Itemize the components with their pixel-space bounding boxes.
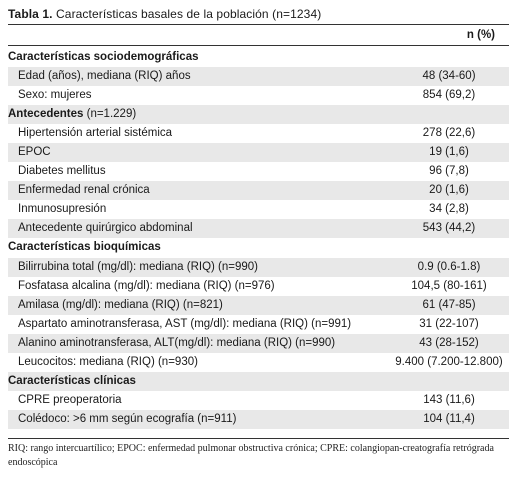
table-row: Inmunosupresión 34 (2,8) bbox=[8, 200, 509, 219]
table-row: Diabetes mellitus 96 (7,8) bbox=[8, 162, 509, 181]
row-label: Enfermedad renal crónica bbox=[18, 181, 150, 200]
label-text: Antecedente quirúrgico abdominal bbox=[18, 222, 193, 235]
row-value: 43 (28-152) bbox=[419, 336, 479, 349]
row-value: 31 (22-107) bbox=[419, 317, 479, 330]
table-row: Bilirrubina total (mg/dl): mediana (RIQ)… bbox=[8, 257, 509, 277]
table-row: Leucocitos: mediana (RIQ) (n=930) 9.400 (… bbox=[8, 353, 509, 372]
row-value: 20 (1,6) bbox=[429, 184, 469, 197]
section-header-row: Antecedentes (n=1.229) bbox=[8, 105, 509, 125]
table-row: Enfermedad renal crónica 20 (1,6) bbox=[8, 181, 509, 201]
row-value: 61 (47-85) bbox=[422, 298, 476, 311]
row-value: 104,5 (80-161) bbox=[411, 279, 487, 292]
section-header-row: Características clínicas bbox=[8, 371, 509, 391]
label-text: Aspartato aminotransferasa, AST (mg/dl):… bbox=[18, 317, 352, 330]
table-row: Aspartato aminotransferasa, AST (mg/dl):… bbox=[8, 315, 509, 334]
table-row: Hipertensión arterial sistémica 278 (22,6… bbox=[8, 124, 509, 143]
row-value: 96 (7,8) bbox=[429, 165, 469, 178]
table-row: Amilasa (mg/dl): mediana (RIQ) (n=821) 61… bbox=[8, 295, 509, 315]
row-label: Aspartato aminotransferasa, AST (mg/dl):… bbox=[18, 315, 351, 334]
table-footnote: RIQ: rango intercuartílico; EPOC: enferm… bbox=[8, 443, 494, 468]
table-number: Tabla 1. bbox=[8, 7, 53, 21]
row-value: 143 (11,6) bbox=[423, 393, 475, 406]
row-value: 104 (11,4) bbox=[423, 412, 475, 425]
section-header-row: Características bioquímicas bbox=[8, 238, 509, 257]
bottom-rule bbox=[8, 438, 509, 439]
label-text: Colédoco: >6 mm según ecografía (n=911) bbox=[18, 412, 237, 425]
label-text: EPOC bbox=[18, 146, 51, 159]
label-text: Diabetes mellitus bbox=[18, 165, 106, 178]
section-sublabel: (n=1.229) bbox=[83, 108, 137, 121]
label-text: Antecedentes bbox=[8, 108, 84, 121]
table-row: Alanino aminotransferasa, ALT(mg/dl): me… bbox=[8, 333, 509, 353]
table-row: Sexo: mujeres 854 (69,2) bbox=[8, 86, 509, 105]
row-label: Edad (años), mediana (RIQ) años bbox=[18, 67, 191, 86]
label-text: Características clínicas bbox=[8, 374, 136, 387]
row-label: Bilirrubina total (mg/dl): mediana (RIQ)… bbox=[18, 258, 258, 277]
row-label: Amilasa (mg/dl): mediana (RIQ) (n=821) bbox=[18, 296, 223, 315]
top-rule bbox=[8, 24, 509, 25]
table-caption: Características basales de la población … bbox=[52, 7, 322, 21]
table-row: Antecedente quirúrgico abdominal 543 (44,… bbox=[8, 219, 509, 239]
row-label: Fosfatasa alcalina (mg/dl): mediana (RIQ… bbox=[18, 277, 275, 296]
row-label: Colédoco: >6 mm según ecografía (n=911) bbox=[18, 410, 236, 429]
column-header: n (%) bbox=[466, 29, 495, 41]
row-label: Inmunosupresión bbox=[18, 200, 106, 219]
section-label: Antecedentes (n=1.229) bbox=[8, 105, 136, 124]
section-header-row: Características sociodemográficas bbox=[8, 48, 509, 67]
table-row: EPOC 19 (1,6) bbox=[8, 143, 509, 163]
table-row: CPRE preoperatoria 143 (11,6) bbox=[8, 391, 509, 410]
row-value: 48 (34-60) bbox=[422, 70, 476, 83]
row-value: 9.400 (7.200-12.800) bbox=[395, 355, 503, 368]
label-text: Fosfatasa alcalina (mg/dl): mediana (RIQ… bbox=[18, 279, 275, 292]
label-text: Características bioquímicas bbox=[8, 241, 161, 254]
row-value: 0.9 (0.6-1.8) bbox=[417, 260, 481, 273]
label-text: Sexo: mujeres bbox=[18, 89, 92, 102]
header-rule bbox=[8, 45, 509, 46]
row-label: Alanino aminotransferasa, ALT(mg/dl): me… bbox=[18, 334, 335, 353]
table-body: Características sociodemográficas Edad (a… bbox=[8, 48, 509, 429]
label-text: Hipertensión arterial sistémica bbox=[18, 127, 173, 140]
table-row: Colédoco: >6 mm según ecografía (n=911) 1… bbox=[8, 409, 509, 429]
section-label: Características clínicas bbox=[8, 372, 136, 391]
table-title: Tabla 1. Características basales de la p… bbox=[8, 7, 321, 21]
section-label: Características sociodemográficas bbox=[8, 48, 198, 67]
row-label: EPOC bbox=[18, 143, 51, 162]
label-text: CPRE preoperatoria bbox=[18, 393, 122, 406]
row-label: Diabetes mellitus bbox=[18, 162, 106, 181]
row-label: Antecedente quirúrgico abdominal bbox=[18, 219, 193, 238]
row-value: 278 (22,6) bbox=[422, 127, 476, 140]
row-value: 34 (2,8) bbox=[429, 203, 469, 216]
row-label: Hipertensión arterial sistémica bbox=[18, 124, 172, 143]
row-value: 543 (44,2) bbox=[422, 222, 476, 235]
row-label: Leucocitos: mediana (RIQ) (n=930) bbox=[18, 353, 198, 372]
row-label: CPRE preoperatoria bbox=[18, 391, 122, 410]
label-text: Amilasa (mg/dl): mediana (RIQ) (n=821) bbox=[18, 298, 223, 311]
row-value: 19 (1,6) bbox=[429, 146, 469, 159]
row-value: 854 (69,2) bbox=[422, 89, 476, 102]
table-row: Fosfatasa alcalina (mg/dl): mediana (RIQ… bbox=[8, 277, 509, 296]
label-text: Edad (años), mediana (RIQ) años bbox=[18, 70, 191, 83]
label-text: Características sociodemográficas bbox=[8, 51, 199, 63]
section-label: Características bioquímicas bbox=[8, 238, 161, 257]
label-text: Alanino aminotransferasa, ALT(mg/dl): me… bbox=[18, 336, 336, 349]
label-text: Leucocitos: mediana (RIQ) (n=930) bbox=[18, 355, 198, 368]
row-label: Sexo: mujeres bbox=[18, 86, 92, 105]
label-text: Bilirrubina total (mg/dl): mediana (RIQ)… bbox=[18, 260, 258, 273]
label-text: Enfermedad renal crónica bbox=[18, 184, 150, 197]
table-row: Edad (años), mediana (RIQ) años 48 (34-60… bbox=[8, 67, 509, 87]
label-text: Inmunosupresión bbox=[18, 203, 107, 216]
